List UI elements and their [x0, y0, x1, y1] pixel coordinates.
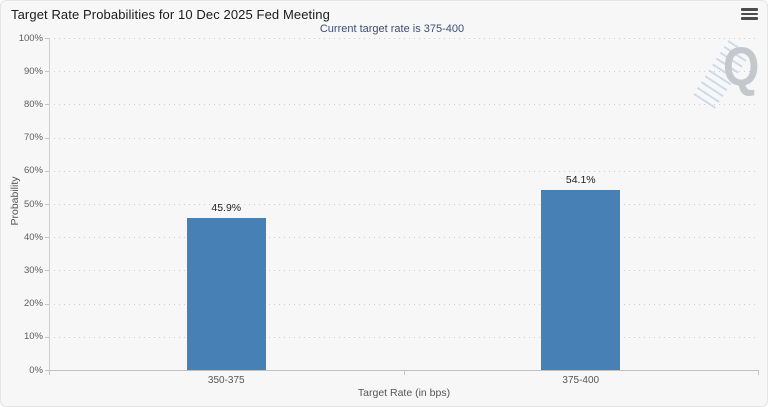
y-tick-mark	[45, 137, 49, 139]
y-tick-mark	[45, 170, 49, 172]
chart-title: Target Rate Probabilities for 10 Dec 202…	[11, 7, 330, 22]
x-tick-mark	[758, 371, 759, 375]
y-tick-label: 60%	[23, 165, 43, 177]
y-gridline	[49, 38, 758, 39]
y-tick-label: 100%	[18, 32, 43, 44]
probability-bar[interactable]	[186, 217, 266, 370]
y-tick-mark	[45, 336, 49, 338]
y-tick-mark	[45, 370, 49, 371]
context-menu-button[interactable]	[741, 6, 758, 22]
x-tick-mark	[403, 371, 405, 375]
y-axis-title: Probability	[9, 176, 21, 226]
x-tick-label: 375-400	[562, 375, 600, 386]
y-tick-label: 90%	[23, 65, 43, 77]
y-tick-mark	[45, 71, 49, 73]
probability-bar[interactable]	[541, 190, 621, 370]
y-tick-mark	[45, 204, 49, 205]
y-gridline	[49, 170, 758, 172]
x-tick-mark	[49, 371, 50, 375]
y-tick-mark	[45, 270, 49, 272]
y-gridline	[49, 237, 758, 239]
x-axis-title: Target Rate (in bps)	[357, 387, 451, 399]
y-tick-mark	[45, 104, 49, 106]
y-gridline	[49, 336, 758, 338]
bar-value-label: 45.9%	[211, 201, 242, 214]
y-gridline	[49, 104, 758, 106]
y-gridline	[49, 204, 758, 205]
y-tick-mark	[45, 237, 49, 239]
y-tick-label: 30%	[23, 264, 43, 276]
y-tick-label: 0%	[29, 364, 43, 376]
chart-subtitle: Current target rate is 375-400	[319, 23, 465, 35]
y-tick-label: 20%	[23, 298, 43, 310]
y-tick-mark	[45, 38, 49, 39]
y-tick-label: 10%	[23, 331, 43, 343]
y-tick-label: 40%	[23, 231, 43, 243]
bar-value-label: 54.1%	[565, 174, 596, 187]
y-tick-label: 70%	[23, 132, 43, 144]
y-tick-mark	[45, 303, 49, 305]
y-gridline	[49, 270, 758, 272]
y-tick-label: 80%	[23, 98, 43, 110]
y-gridline	[49, 303, 758, 305]
x-tick-label: 350-375	[207, 375, 245, 386]
y-tick-label: 50%	[23, 198, 43, 210]
y-gridline	[49, 137, 758, 139]
y-gridline	[49, 71, 758, 73]
